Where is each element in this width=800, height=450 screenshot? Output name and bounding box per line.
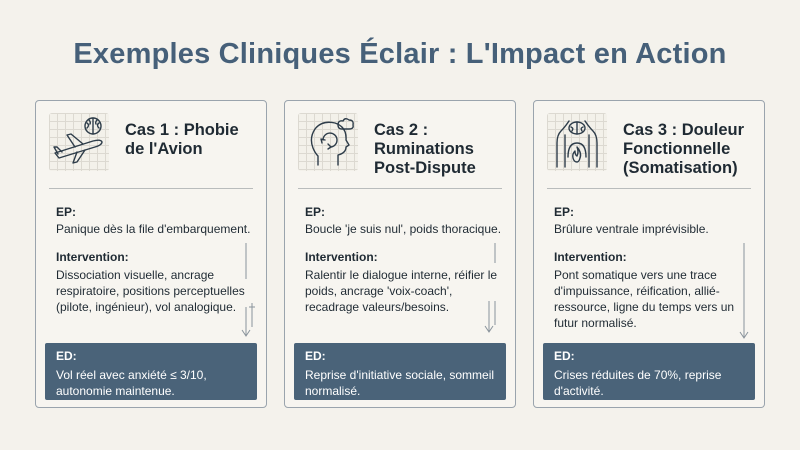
card-header: Cas 1 : Phobie de l'Avion <box>36 101 266 189</box>
ep-label: EP: <box>305 205 326 219</box>
page-title: Exemples Cliniques Éclair : L'Impact en … <box>73 38 727 70</box>
ed-box: ED: Reprise d'initiative sociale, sommei… <box>294 343 506 400</box>
torso-brain-flame-icon <box>547 113 607 171</box>
head-loop-icon <box>298 113 358 171</box>
divider <box>49 188 253 189</box>
ed-text: Vol réel avec anxiété ≤ 3/10, autonomie … <box>56 368 207 398</box>
ed-text: Reprise d'initiative sociale, sommeil no… <box>305 368 495 398</box>
intervention-text: Pont somatique vers une trace d'impuissa… <box>554 268 735 330</box>
card-title: Cas 1 : Phobie de l'Avion <box>125 121 239 158</box>
ed-label: ED: <box>305 349 326 363</box>
flow-arrow-icon <box>484 243 496 333</box>
ed-text: Crises réduites de 70%, reprise d'activi… <box>554 368 722 398</box>
flow-arrow-icon <box>739 243 749 339</box>
ep-text: Boucle 'je suis nul', poids thoracique. <box>305 222 502 236</box>
intervention-label: Intervention: <box>305 250 378 264</box>
case-card-3: Cas 3 : Douleur Fonctionnelle (Somatisat… <box>533 100 765 408</box>
ed-box: ED: Crises réduites de 70%, reprise d'ac… <box>543 343 755 400</box>
ep-text: Panique dès la file d'embarquement. <box>56 222 251 236</box>
airplane-brain-icon <box>49 113 109 171</box>
ed-box: ED: Vol réel avec anxiété ≤ 3/10, autono… <box>45 343 257 400</box>
intervention-label: Intervention: <box>554 250 627 264</box>
card-title: Cas 3 : Douleur Fonctionnelle (Somatisat… <box>623 121 745 177</box>
card-title: Cas 2 : Ruminations Post-Dispute <box>374 121 476 177</box>
case-card-1: Cas 1 : Phobie de l'Avion EP: Panique dè… <box>35 100 267 408</box>
case-card-2: Cas 2 : Ruminations Post-Dispute EP: Bou… <box>284 100 516 408</box>
divider <box>547 188 751 189</box>
intervention-text: Dissociation visuelle, ancrage respirato… <box>56 268 245 314</box>
card-header: Cas 2 : Ruminations Post-Dispute <box>285 101 515 189</box>
ed-label: ED: <box>554 349 575 363</box>
ed-label: ED: <box>56 349 77 363</box>
flow-arrow-icon <box>241 243 255 337</box>
ep-label: EP: <box>56 205 77 219</box>
ep-text: Brûlure ventrale imprévisible. <box>554 222 709 236</box>
intervention-label: Intervention: <box>56 250 129 264</box>
ep-label: EP: <box>554 205 575 219</box>
divider <box>298 188 502 189</box>
card-header: Cas 3 : Douleur Fonctionnelle (Somatisat… <box>534 101 764 189</box>
intervention-text: Ralentir le dialogue interne, réifier le… <box>305 268 498 314</box>
